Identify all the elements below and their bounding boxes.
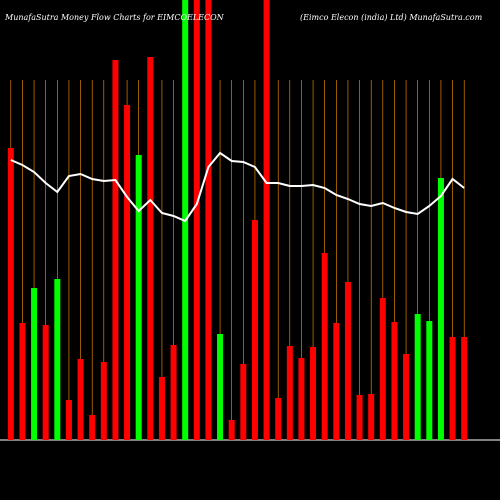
bar xyxy=(461,337,468,440)
bar xyxy=(170,345,177,440)
bar xyxy=(100,362,107,440)
bar xyxy=(7,148,14,440)
bar xyxy=(77,359,84,440)
bar xyxy=(228,420,235,440)
bar xyxy=(379,298,386,440)
bar xyxy=(368,394,375,440)
bar xyxy=(158,377,165,440)
bar xyxy=(251,220,258,440)
bar xyxy=(298,358,305,440)
bar xyxy=(437,178,444,440)
bar xyxy=(31,288,38,440)
chart-title: MunafaSutra Money Flow Charts for EIMCOE… xyxy=(4,13,225,22)
bar xyxy=(426,321,433,440)
money-flow-line xyxy=(10,151,465,223)
bar xyxy=(310,347,317,440)
bar xyxy=(449,337,456,440)
bar xyxy=(135,155,142,440)
bar xyxy=(65,400,72,440)
bar xyxy=(321,253,328,440)
bar xyxy=(275,398,282,440)
bar xyxy=(54,279,61,440)
bar xyxy=(42,325,49,440)
bar xyxy=(414,314,421,440)
chart-subtitle: (Eimco Elecon (india) Ltd) MunafaSutra.c… xyxy=(300,13,483,22)
bar xyxy=(391,322,398,440)
bar xyxy=(240,364,247,440)
bar xyxy=(333,323,340,440)
bar xyxy=(217,334,224,440)
bar xyxy=(344,282,351,440)
bar xyxy=(124,105,131,440)
bar xyxy=(147,57,154,440)
bar xyxy=(263,0,270,440)
bar xyxy=(89,415,96,440)
bar xyxy=(356,395,363,440)
bar xyxy=(205,0,212,440)
plot xyxy=(0,0,500,441)
bar xyxy=(286,346,293,440)
bar xyxy=(19,323,26,440)
bar xyxy=(193,0,200,440)
bar xyxy=(403,354,410,440)
bar xyxy=(112,60,119,440)
